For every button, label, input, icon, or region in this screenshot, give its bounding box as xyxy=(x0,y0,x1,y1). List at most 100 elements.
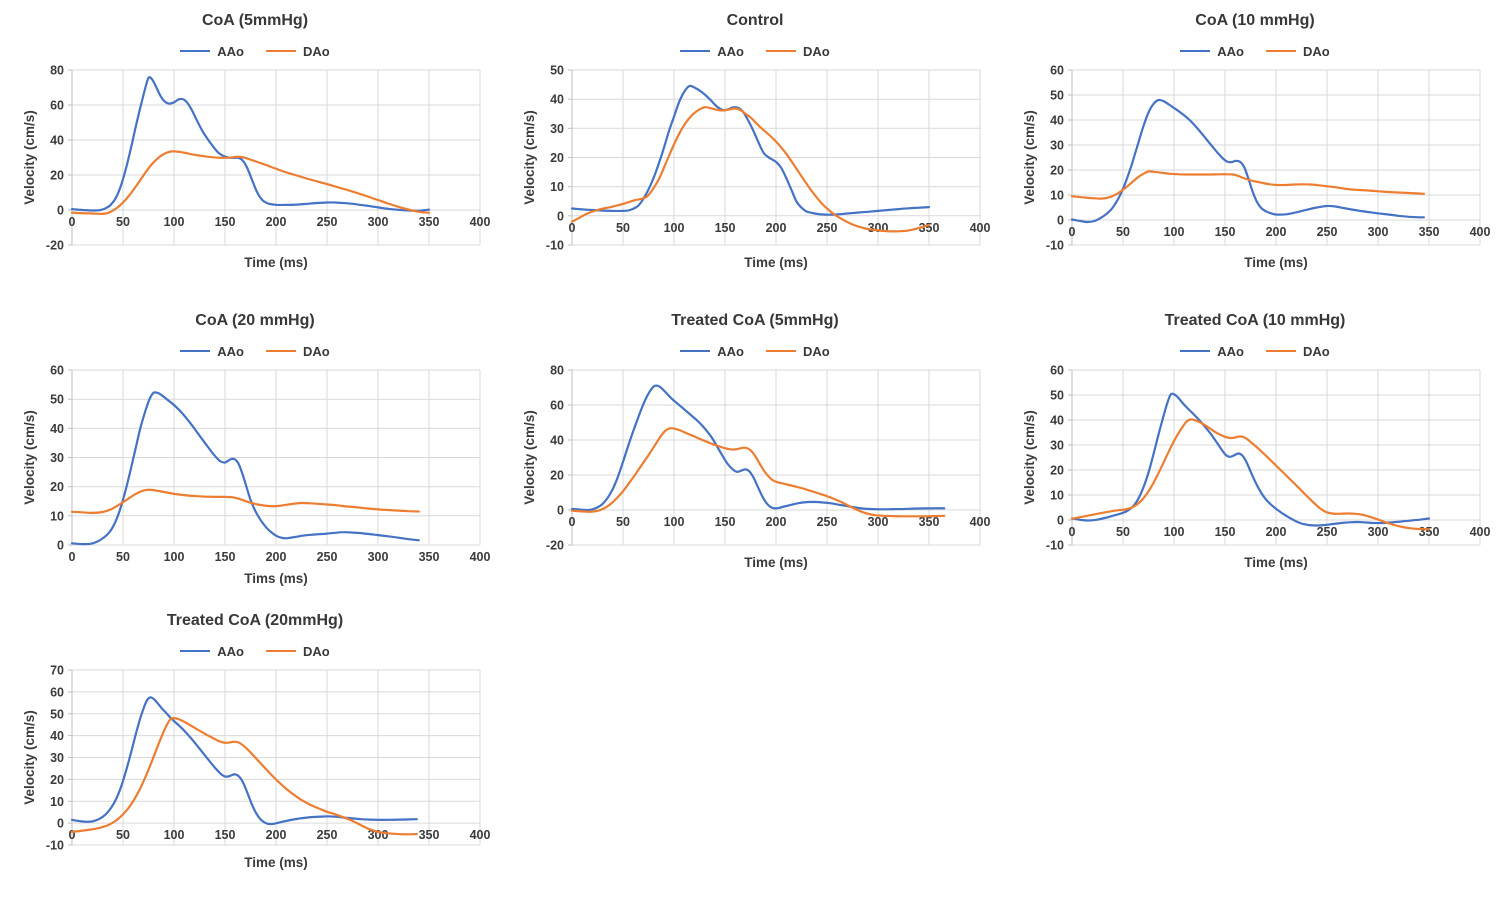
x-axis-title: Time (ms) xyxy=(1244,555,1308,570)
x-tick-label: 50 xyxy=(1116,525,1130,539)
y-tick-label: 0 xyxy=(57,539,64,553)
x-tick-label: 350 xyxy=(419,828,440,842)
y-tick-label: 60 xyxy=(50,685,64,699)
x-tick-label: 100 xyxy=(164,828,185,842)
x-tick-label: 200 xyxy=(1266,525,1287,539)
y-tick-label: 30 xyxy=(550,122,564,136)
y-tick-label: 80 xyxy=(550,364,564,378)
x-tick-label: 400 xyxy=(470,550,490,564)
x-tick-label: 300 xyxy=(368,550,389,564)
y-tick-label: 20 xyxy=(550,151,564,165)
x-tick-label: 50 xyxy=(116,215,130,229)
y-tick-label: 30 xyxy=(50,451,64,465)
chart-treated-coa-10mmhg: Treated CoA (10 mmHg) AAo DAo -10 0 10 20 30… xyxy=(1020,306,1490,598)
y-tick-label: 20 xyxy=(50,773,64,787)
y-tick-label: 40 xyxy=(50,422,64,436)
x-tick-label: 250 xyxy=(317,550,338,564)
aao-line-swatch-icon xyxy=(680,350,711,352)
chart-legend: AAo DAo xyxy=(1020,342,1490,360)
y-tick-label: -20 xyxy=(546,539,564,553)
legend-label-aao: AAo xyxy=(217,343,244,359)
x-tick-label: 400 xyxy=(1470,225,1490,239)
x-tick-label: 50 xyxy=(1116,225,1130,239)
x-tick-label: 250 xyxy=(317,215,338,229)
series-dao-line xyxy=(70,150,431,215)
x-tick-label: 200 xyxy=(266,828,287,842)
chart-title: Control xyxy=(726,12,784,29)
x-axis-title: Time (ms) xyxy=(244,855,308,870)
legend-item-dao: DAo xyxy=(1266,344,1330,359)
chart-legend: AAo DAo xyxy=(520,42,990,60)
chart-treated-coa-20mmhg: Treated CoA (20mmHg) AAo DAo -10 0 10 20 30 4… xyxy=(20,606,490,898)
y-axis-title: Velocity (cm/s) xyxy=(22,110,37,205)
x-tick-label: 350 xyxy=(1419,225,1440,239)
x-tick-label: 150 xyxy=(1215,525,1236,539)
y-tick-label: 80 xyxy=(50,64,64,78)
x-tick-label: 350 xyxy=(419,215,440,229)
y-tick-label: 30 xyxy=(1050,139,1064,153)
y-tick-label: 10 xyxy=(50,795,64,809)
plot-area: -10 0 10 20 30 40 50 0 50 100 150 200 250 300 350 400 Ti… xyxy=(522,64,990,270)
series-aao-line xyxy=(1070,392,1431,527)
x-tick-label: 100 xyxy=(164,550,185,564)
x-axis-title: Tims (ms) xyxy=(244,571,308,586)
series-aao-line xyxy=(70,76,431,212)
x-tick-label: 150 xyxy=(715,221,736,235)
legend-label-dao: DAo xyxy=(303,643,330,659)
x-tick-label: 400 xyxy=(970,221,990,235)
chart-title: Treated CoA (10 mmHg) xyxy=(1164,312,1346,329)
x-tick-label: 50 xyxy=(616,221,630,235)
chart-title: Treated CoA (20mmHg) xyxy=(166,612,344,629)
aao-line-swatch-icon xyxy=(1180,50,1211,52)
x-tick-label: 50 xyxy=(116,828,130,842)
aao-line-swatch-icon xyxy=(180,50,211,52)
y-tick-label: 10 xyxy=(550,180,564,194)
x-axis-title: Time (ms) xyxy=(244,255,308,270)
chart-legend: AAo DAo xyxy=(20,642,490,660)
legend-label-aao: AAo xyxy=(1217,43,1244,59)
y-tick-label: 50 xyxy=(50,707,64,721)
x-tick-label: 0 xyxy=(1069,225,1076,239)
y-tick-label: 60 xyxy=(1050,64,1064,78)
legend-label-aao: AAo xyxy=(217,43,244,59)
x-tick-label: 100 xyxy=(164,215,185,229)
chart-title: CoA (10 mmHg) xyxy=(1195,12,1315,29)
x-tick-label: 200 xyxy=(266,215,287,229)
x-tick-label: 300 xyxy=(368,828,389,842)
y-axis-title: Velocity (cm/s) xyxy=(1022,110,1037,205)
x-tick-label: 400 xyxy=(1470,525,1490,539)
y-tick-label: 50 xyxy=(1050,389,1064,403)
y-tick-label: 0 xyxy=(557,504,564,518)
series-aao-line xyxy=(70,391,420,546)
legend-label-aao: AAo xyxy=(1217,343,1244,359)
y-tick-label: 60 xyxy=(550,399,564,413)
legend-label-aao: AAo xyxy=(717,43,744,59)
series-dao-line xyxy=(1070,170,1425,200)
x-tick-label: 400 xyxy=(970,515,990,529)
y-tick-label: 0 xyxy=(57,817,64,831)
y-tick-label: 40 xyxy=(550,93,564,107)
x-tick-label: 250 xyxy=(1317,525,1338,539)
x-tick-label: 400 xyxy=(470,215,490,229)
chart-coa-10mmhg: CoA (10 mmHg) AAo DAo -10 0 10 20 30 40 50 60 0 5… xyxy=(1020,6,1490,298)
chart-title: CoA (20 mmHg) xyxy=(195,312,315,329)
x-tick-label: 0 xyxy=(569,221,576,235)
x-tick-label: 150 xyxy=(215,550,236,564)
plot-area: 0 10 20 30 40 50 60 0 50 100 150 200 250 300 350 400 Tim… xyxy=(22,364,490,586)
x-tick-label: 300 xyxy=(1368,525,1389,539)
aao-line-swatch-icon xyxy=(680,50,711,52)
y-tick-label: 60 xyxy=(50,99,64,113)
dao-line-swatch-icon xyxy=(1266,50,1296,52)
chart-legend: AAo DAo xyxy=(20,342,490,360)
aao-line-swatch-icon xyxy=(180,650,211,652)
y-tick-label: -10 xyxy=(46,839,64,853)
x-tick-label: 150 xyxy=(1215,225,1236,239)
y-tick-label: 10 xyxy=(50,509,64,523)
y-tick-label: 30 xyxy=(1050,439,1064,453)
y-tick-label: 0 xyxy=(57,204,64,218)
legend-label-dao: DAo xyxy=(303,343,330,359)
x-tick-label: 300 xyxy=(1368,225,1389,239)
chart-coa-20mmhg: CoA (20 mmHg) AAo DAo 0 10 20 30 40 50 60 0 50 10… xyxy=(20,306,490,598)
x-tick-label: 50 xyxy=(116,550,130,564)
